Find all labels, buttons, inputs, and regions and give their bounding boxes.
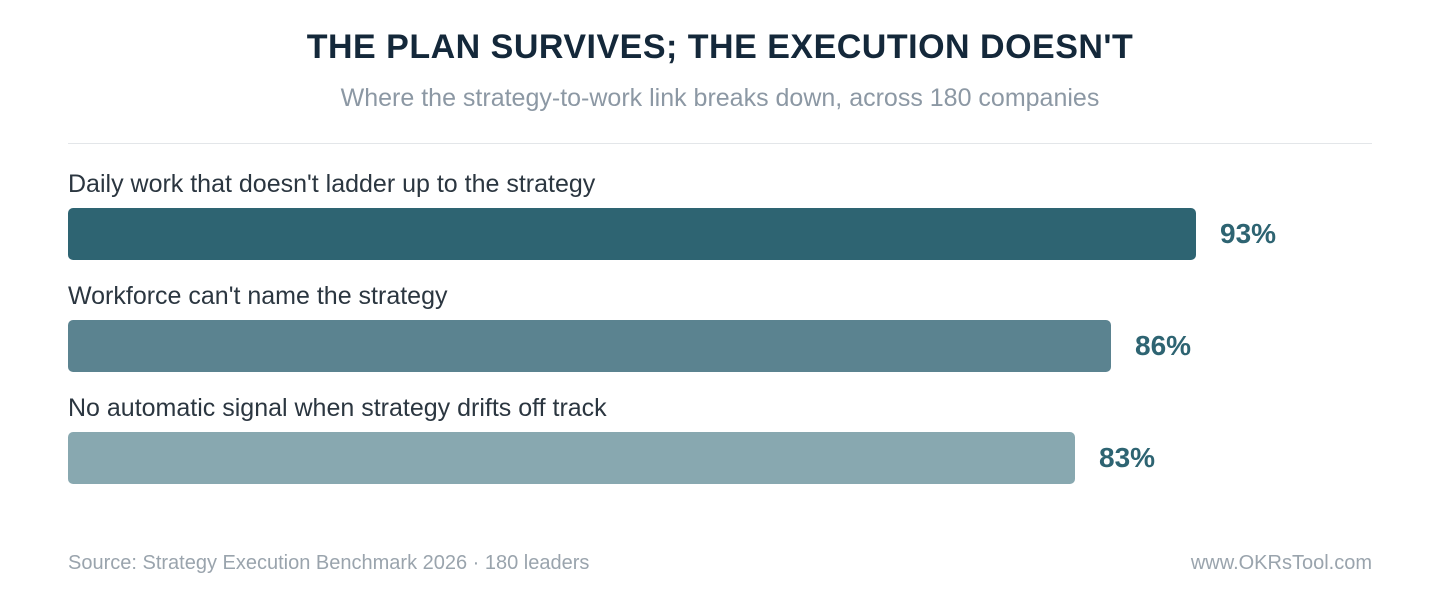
bar-category-label: Daily work that doesn't ladder up to the… [68, 170, 596, 198]
bar-category-label: Workforce can't name the strategy [68, 282, 448, 310]
bar [68, 208, 1196, 260]
bar-value-label: 93% [1220, 218, 1277, 249]
bar [68, 432, 1075, 484]
source-note: Source: Strategy Execution Benchmark 202… [68, 552, 590, 574]
bar-value-label: 86% [1135, 330, 1192, 361]
site-url: www.OKRsTool.com [1190, 552, 1372, 574]
chart-subtitle: Where the strategy-to-work link breaks d… [340, 84, 1100, 112]
bar-value-label: 83% [1099, 442, 1156, 473]
bar-category-label: No automatic signal when strategy drifts… [68, 394, 607, 422]
bar [68, 320, 1111, 372]
chart-title: THE PLAN SURVIVES; THE EXECUTION DOESN'T [306, 28, 1134, 66]
divider [68, 143, 1372, 144]
